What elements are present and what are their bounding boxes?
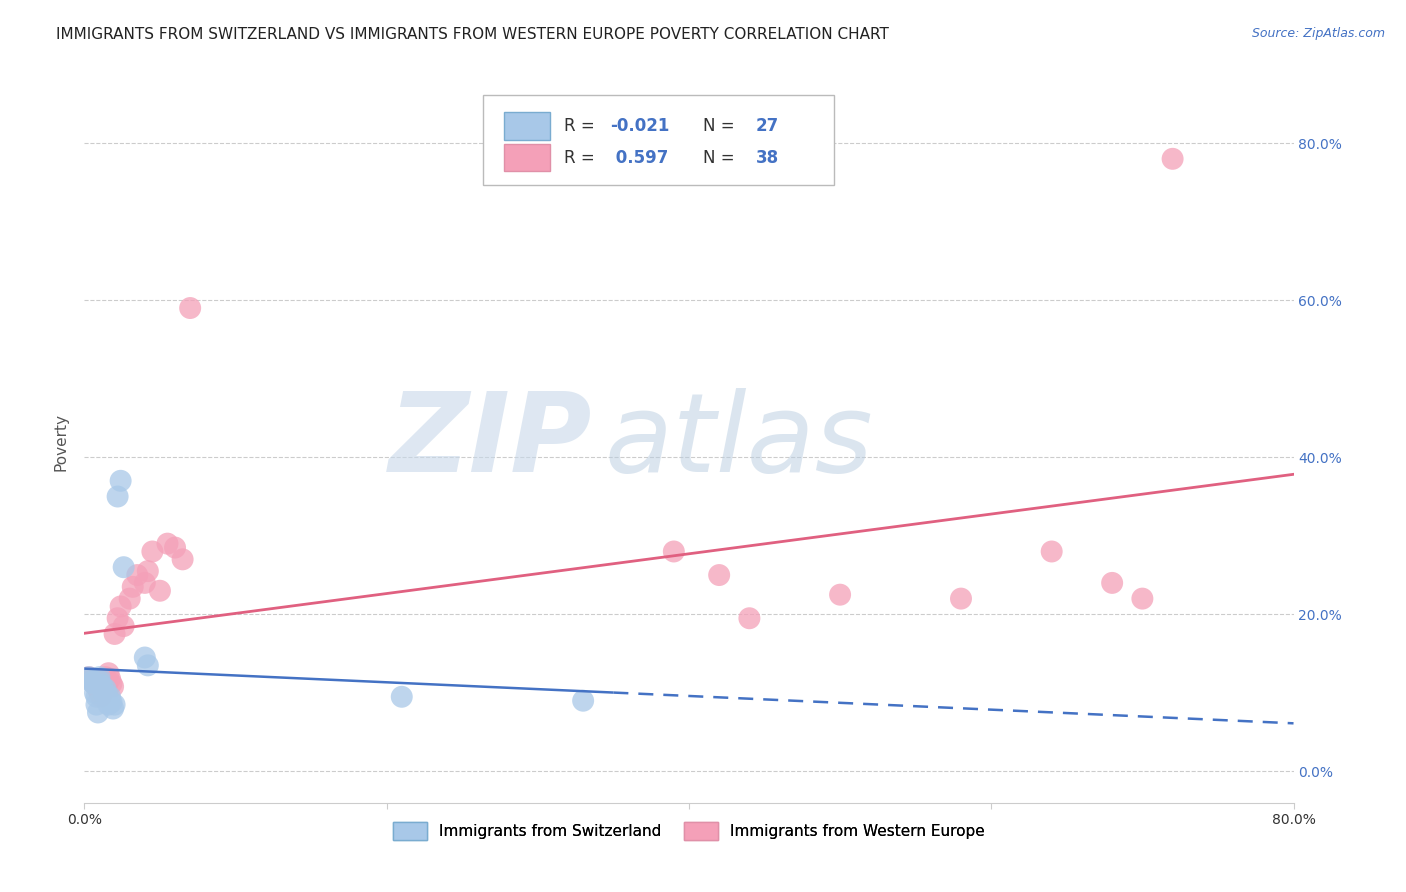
Point (156, 536, 179, 550)
Point (98, 690, 121, 704)
Text: N =: N = (703, 117, 741, 135)
Point (738, 611, 761, 625)
Point (662, 544, 685, 558)
Point (149, 583, 172, 598)
Text: R =: R = (564, 117, 600, 135)
Point (110, 599, 132, 614)
Y-axis label: Poverty: Poverty (53, 412, 69, 471)
Point (1101, 575, 1123, 590)
Text: 38: 38 (755, 149, 779, 167)
Point (391, 690, 413, 704)
Point (141, 544, 163, 558)
Point (118, 591, 141, 606)
Point (127, 568, 149, 582)
Point (80, 674, 103, 689)
Point (1161, 152, 1184, 166)
Point (101, 701, 124, 715)
Point (77, 670, 100, 684)
Point (100, 695, 122, 709)
Point (89, 670, 111, 684)
Point (709, 568, 731, 582)
Text: IMMIGRANTS FROM SWITZERLAND VS IMMIGRANTS FROM WESTERN EUROPE POVERTY CORRELATIO: IMMIGRANTS FROM SWITZERLAND VS IMMIGRANT… (56, 27, 889, 42)
Point (107, 611, 129, 625)
Point (112, 619, 135, 633)
Point (86, 698, 108, 712)
Text: 0.597: 0.597 (610, 149, 669, 167)
Point (86, 690, 108, 704)
Point (90, 678, 112, 692)
Point (950, 591, 973, 606)
Point (179, 301, 201, 315)
Point (89, 686, 111, 700)
Point (100, 676, 122, 690)
Point (94, 670, 117, 684)
Point (89, 674, 111, 689)
Point (136, 658, 159, 673)
Text: N =: N = (703, 149, 741, 167)
Point (84, 678, 107, 692)
Point (830, 588, 852, 602)
Point (101, 680, 124, 694)
Point (77, 670, 100, 684)
Point (82, 676, 104, 690)
Point (572, 694, 595, 708)
FancyBboxPatch shape (503, 144, 550, 171)
Legend: Immigrants from Switzerland, Immigrants from Western Europe: Immigrants from Switzerland, Immigrants … (387, 816, 991, 846)
Point (84, 686, 107, 700)
Text: 27: 27 (755, 117, 779, 135)
FancyBboxPatch shape (484, 95, 834, 185)
Point (98, 672, 121, 686)
Point (90, 690, 112, 704)
Point (87, 706, 110, 720)
Point (107, 490, 129, 504)
Point (1040, 544, 1063, 558)
Point (93, 686, 115, 700)
Point (110, 474, 132, 488)
Text: ZIP: ZIP (388, 388, 592, 495)
Text: R =: R = (564, 149, 600, 167)
Point (80, 672, 103, 686)
Point (104, 627, 127, 641)
Point (96, 678, 118, 692)
Point (134, 650, 156, 665)
Point (91, 680, 114, 694)
FancyBboxPatch shape (503, 112, 550, 139)
Point (94, 681, 117, 696)
Point (97, 698, 120, 712)
Point (136, 564, 159, 578)
Point (134, 575, 156, 590)
Text: atlas: atlas (605, 388, 873, 495)
Point (91, 680, 114, 694)
Point (97, 666, 120, 681)
Point (104, 698, 127, 712)
Text: Source: ZipAtlas.com: Source: ZipAtlas.com (1251, 27, 1385, 40)
Point (79, 672, 101, 686)
Point (172, 552, 194, 566)
Point (93, 674, 115, 689)
Point (96, 687, 118, 701)
Point (121, 580, 143, 594)
Point (87, 681, 110, 696)
Point (112, 560, 135, 574)
Point (1130, 591, 1153, 606)
Text: -0.021: -0.021 (610, 117, 669, 135)
Point (165, 541, 187, 555)
